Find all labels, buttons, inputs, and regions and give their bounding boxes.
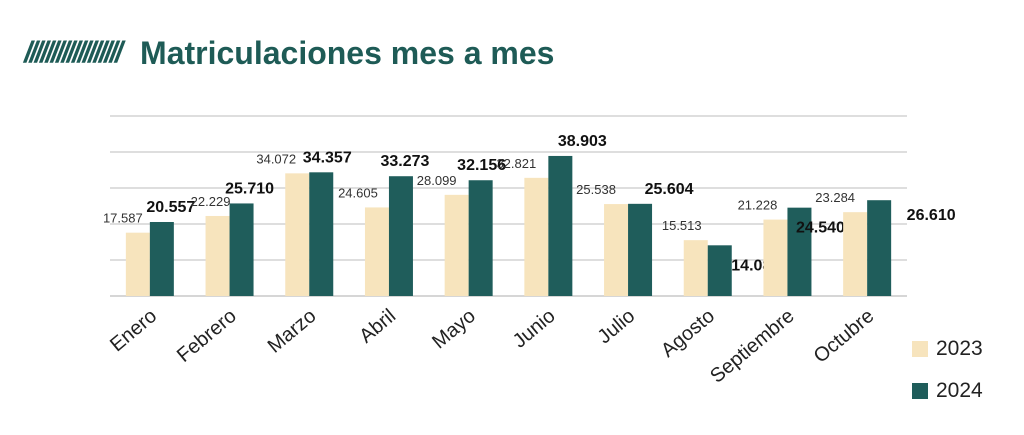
data-label-2023-septiembre: 21.228 — [738, 198, 778, 213]
bar-2024-marzo — [309, 172, 334, 296]
chart-legend: 2023 2024 — [912, 334, 983, 418]
bar-2024-enero — [149, 221, 174, 296]
legend-label-2023: 2023 — [936, 337, 983, 360]
x-tick-label-agosto: Agosto — [657, 305, 719, 362]
x-tick-label-abril: Abril — [355, 305, 400, 348]
legend-label-2024: 2024 — [936, 379, 983, 402]
data-label-2023-marzo: 34.072 — [256, 151, 296, 166]
legend-swatch-2023 — [912, 341, 928, 357]
bar-2024-mayo — [468, 180, 493, 296]
decorative-slashes: ////////////////// — [24, 36, 123, 69]
data-label-2023-octubre: 23.284 — [815, 190, 855, 205]
data-label-2023-enero: 17.587 — [103, 211, 143, 226]
x-tick-label-julio: Julio — [594, 305, 640, 348]
legend-swatch-2024 — [912, 383, 928, 399]
data-label-2024-junio: 38.903 — [558, 133, 607, 150]
data-label-2023-abril: 24.605 — [338, 185, 378, 200]
data-label-2023-agosto: 15.513 — [662, 218, 702, 233]
data-label-2024-mayo: 32.156 — [457, 157, 506, 174]
data-label-2023-mayo: 28.099 — [417, 173, 457, 188]
x-tick-label-junio: Junio — [509, 305, 560, 353]
bar-2024-octubre — [867, 200, 892, 296]
bar-2023-julio — [604, 204, 629, 296]
x-tick-label-mayo: Mayo — [428, 305, 480, 353]
legend-item-2024: 2024 — [912, 376, 983, 406]
data-label-2024-enero: 20.557 — [146, 199, 195, 216]
data-label-2024-julio: 25.604 — [645, 181, 694, 198]
x-tick-label-febrero: Febrero — [173, 305, 241, 367]
bar-2023-junio — [524, 177, 549, 296]
legend-item-2023: 2023 — [912, 334, 983, 364]
x-tick-label-marzo: Marzo — [264, 305, 321, 358]
bar-2023-octubre — [843, 212, 868, 296]
bar-2024-septiembre — [787, 207, 812, 296]
data-label-2023-junio: 32.821 — [496, 156, 536, 171]
bar-2023-mayo — [444, 194, 469, 296]
bar-2023-febrero — [205, 215, 230, 296]
bar-2023-marzo — [285, 173, 310, 296]
x-tick-label-septiembre: Septiembre — [706, 305, 798, 388]
data-label-2024-febrero: 25.710 — [225, 180, 274, 197]
chart-title: Matriculaciones mes a mes — [140, 34, 555, 71]
bar-2024-febrero — [229, 203, 254, 296]
bar-2023-abril — [364, 207, 389, 296]
bar-2023-septiembre — [763, 219, 788, 296]
bar-2024-abril — [388, 176, 413, 296]
data-label-2024-octubre: 26.610 — [907, 207, 956, 224]
x-tick-label-octubre: Octubre — [810, 305, 879, 368]
data-label-2023-febrero: 22.229 — [191, 194, 231, 209]
data-label-2024-septiembre: 24.540 — [796, 220, 845, 237]
chart-header: ////////////////// Matriculaciones mes a… — [24, 26, 554, 80]
bar-2024-julio — [628, 203, 653, 296]
data-label-2024-abril: 33.273 — [380, 153, 429, 170]
x-tick-label-enero: Enero — [106, 305, 161, 356]
bar-2024-junio — [548, 155, 573, 296]
bar-2023-agosto — [683, 240, 708, 296]
data-label-2024-marzo: 34.357 — [303, 149, 352, 166]
bar-2023-enero — [125, 232, 150, 296]
bar-2024-agosto — [707, 245, 732, 296]
data-label-2023-julio: 25.538 — [576, 182, 616, 197]
